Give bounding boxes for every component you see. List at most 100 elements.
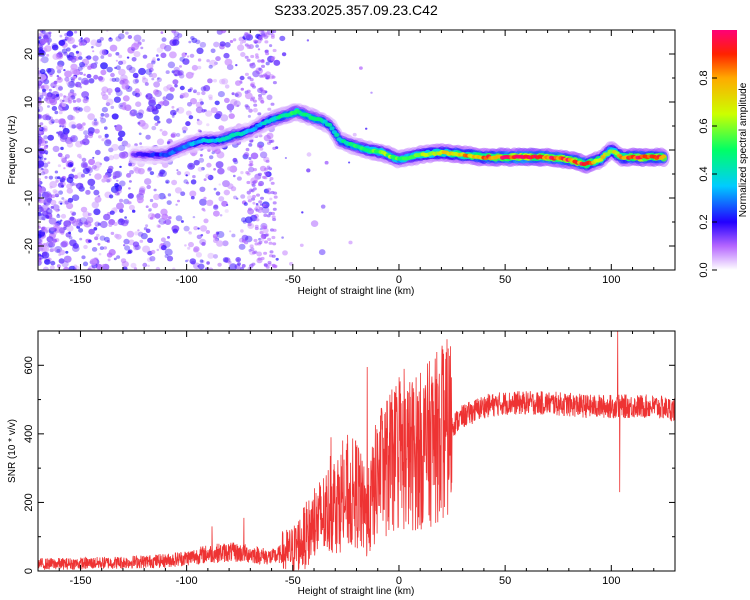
noise-speckle <box>93 74 99 80</box>
noise-speckle <box>252 251 256 255</box>
noise-speckle <box>63 95 66 98</box>
noise-speckle <box>115 36 122 42</box>
noise-speckle <box>104 126 108 130</box>
noise-speckle <box>210 48 216 54</box>
noise-speckle <box>301 211 304 214</box>
snr-y-axis: 0 200 400 600 <box>23 330 675 574</box>
noise-speckle <box>213 41 220 48</box>
noise-speckle <box>57 182 64 188</box>
noise-speckle <box>77 218 82 223</box>
noise-speckle <box>101 178 106 183</box>
noise-speckle <box>100 55 105 59</box>
noise-speckle <box>352 132 357 137</box>
noise-speckle <box>74 30 78 34</box>
noise-speckle <box>270 102 275 106</box>
noise-speckle <box>164 44 172 52</box>
noise-speckle <box>172 79 179 85</box>
noise-speckle <box>159 170 167 177</box>
colorbar-tick-label: 0.2 <box>698 214 710 229</box>
noise-speckle <box>171 179 178 186</box>
noise-speckle <box>96 39 101 43</box>
noise-speckle <box>257 257 262 261</box>
noise-speckle <box>72 44 77 49</box>
noise-speckle <box>49 181 58 188</box>
noise-speckle <box>155 266 161 270</box>
noise-speckle <box>40 56 49 64</box>
noise-speckle <box>108 165 114 171</box>
noise-speckle <box>83 244 88 250</box>
noise-speckle <box>160 208 168 216</box>
noise-speckle <box>108 147 114 153</box>
noise-speckle <box>149 216 154 220</box>
noise-speckle <box>161 37 167 42</box>
y-tick-label: -10 <box>23 190 35 206</box>
noise-speckle <box>254 40 259 44</box>
noise-speckle <box>242 220 247 224</box>
noise-speckle <box>83 73 86 77</box>
noise-speckle <box>213 168 217 171</box>
noise-speckle <box>63 255 72 263</box>
noise-speckle <box>71 70 77 75</box>
noise-speckle <box>137 229 140 232</box>
noise-speckle <box>263 251 268 255</box>
noise-speckle <box>254 53 259 57</box>
noise-speckle <box>67 137 71 140</box>
noise-speckle <box>38 238 42 244</box>
noise-speckle <box>117 136 123 142</box>
noise-speckle <box>72 136 76 139</box>
noise-speckle <box>273 195 278 199</box>
noise-speckle <box>101 138 105 142</box>
noise-speckle <box>263 171 268 175</box>
noise-speckle <box>113 96 121 103</box>
noise-speckle <box>174 84 178 88</box>
noise-speckle <box>320 204 326 209</box>
noise-speckle <box>78 77 82 81</box>
noise-speckle <box>253 179 258 183</box>
noise-speckle <box>160 237 166 242</box>
noise-speckle <box>92 156 95 159</box>
noise-speckle <box>203 196 207 200</box>
noise-speckle <box>41 216 46 221</box>
noise-speckle <box>44 214 50 219</box>
noise-speckle <box>38 40 41 44</box>
noise-speckle <box>237 262 241 266</box>
noise-speckle <box>163 196 167 199</box>
noise-speckle <box>139 142 143 145</box>
noise-speckle <box>177 70 184 76</box>
noise-speckle <box>178 73 185 79</box>
noise-speckle <box>224 209 229 213</box>
noise-speckle <box>273 59 281 66</box>
noise-speckle <box>245 34 254 41</box>
colorbar-ticks: 0.0 0.2 0.4 0.6 0.8 <box>698 70 717 278</box>
noise-speckle <box>38 82 42 85</box>
noise-speckle <box>110 231 115 235</box>
noise-speckle <box>272 146 277 150</box>
noise-speckle <box>271 75 276 79</box>
noise-speckle <box>240 229 244 233</box>
noise-speckle <box>108 92 111 96</box>
noise-speckle <box>201 167 205 171</box>
noise-speckle <box>76 123 83 130</box>
noise-speckle <box>267 260 272 265</box>
noise-speckle <box>156 248 160 252</box>
noise-speckle <box>172 228 178 234</box>
noise-speckle <box>42 92 47 96</box>
noise-speckle <box>66 202 74 210</box>
noise-speckle <box>248 35 252 38</box>
noise-speckle <box>147 264 150 267</box>
noise-speckle <box>250 214 258 222</box>
noise-speckle <box>206 261 210 265</box>
noise-speckle <box>68 52 75 57</box>
noise-speckle <box>38 213 45 221</box>
noise-speckle <box>129 109 138 117</box>
noise-speckle <box>260 100 265 104</box>
noise-speckle <box>236 104 240 107</box>
noise-speckle <box>188 40 192 44</box>
noise-speckle <box>38 204 42 209</box>
noise-speckle <box>141 77 149 84</box>
noise-speckle <box>58 258 65 264</box>
noise-speckle <box>80 161 88 169</box>
noise-speckle <box>215 231 220 235</box>
noise-speckle <box>70 115 76 121</box>
